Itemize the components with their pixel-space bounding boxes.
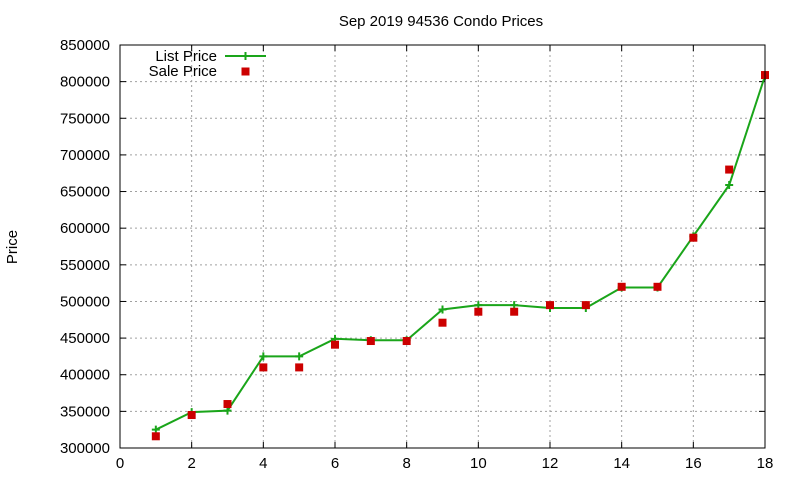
legend-marker-sale-price <box>241 67 250 76</box>
x-tick-label: 6 <box>331 455 339 472</box>
series-layer <box>151 71 769 441</box>
x-tick-label: 14 <box>613 455 630 472</box>
x-tick-label: 2 <box>187 455 195 472</box>
x-tick-label: 8 <box>402 455 410 472</box>
y-tick-label: 650000 <box>60 184 110 201</box>
sale-price-point <box>653 282 662 291</box>
sale-price-point <box>187 411 196 420</box>
y-tick-label: 500000 <box>60 293 110 310</box>
x-tick-label: 4 <box>259 455 267 472</box>
list-price-point <box>725 180 734 189</box>
sale-price-point <box>295 363 304 372</box>
list-price-point <box>438 305 447 314</box>
sale-price-point <box>510 307 519 316</box>
legend-label-list-price: List Price <box>155 48 217 65</box>
sale-price-point <box>223 400 232 409</box>
y-tick-label: 450000 <box>60 330 110 347</box>
sale-price-point <box>617 282 626 291</box>
y-tick-label: 850000 <box>60 37 110 54</box>
series-line-list-price <box>155 75 766 431</box>
sale-price-point <box>581 301 590 310</box>
y-tick-label: 400000 <box>60 367 110 384</box>
grid <box>120 45 765 448</box>
y-tick-label: 750000 <box>60 110 110 127</box>
sale-price-point <box>689 233 698 242</box>
chart-title: Sep 2019 94536 Condo Prices <box>339 13 543 30</box>
sale-price-point <box>546 301 554 310</box>
y-tick-label: 700000 <box>60 147 110 164</box>
x-tick-label: 12 <box>542 455 559 472</box>
sale-price-point <box>402 337 411 346</box>
sale-price-point <box>331 340 339 349</box>
sale-price-point <box>438 318 447 327</box>
sale-price-point <box>366 337 375 346</box>
sale-price-point <box>259 363 268 372</box>
x-tick-label: 16 <box>685 455 702 472</box>
list-price-point <box>259 352 268 361</box>
list-price-point <box>295 352 304 361</box>
axes: 300000 350000 400000 450000 500000 550000 6000… <box>60 37 773 472</box>
y-tick-label: 800000 <box>60 74 110 91</box>
x-tick-label: 10 <box>470 455 487 472</box>
sale-price-point <box>725 165 734 174</box>
y-tick-label: 550000 <box>60 257 110 274</box>
plot-frame <box>119 44 766 449</box>
y-tick-label: 300000 <box>60 440 110 457</box>
sale-price-point <box>151 432 160 441</box>
y-tick-label: 350000 <box>60 403 110 420</box>
y-tick-label: 600000 <box>60 220 110 237</box>
x-tick-label: 18 <box>757 455 774 472</box>
legend-label-sale-price: Sale Price <box>149 63 217 80</box>
sale-price-point <box>474 307 483 316</box>
y-axis-label: Price <box>4 230 21 264</box>
x-tick-label: 0 <box>116 455 124 472</box>
legend-marker-list-price <box>241 52 250 60</box>
